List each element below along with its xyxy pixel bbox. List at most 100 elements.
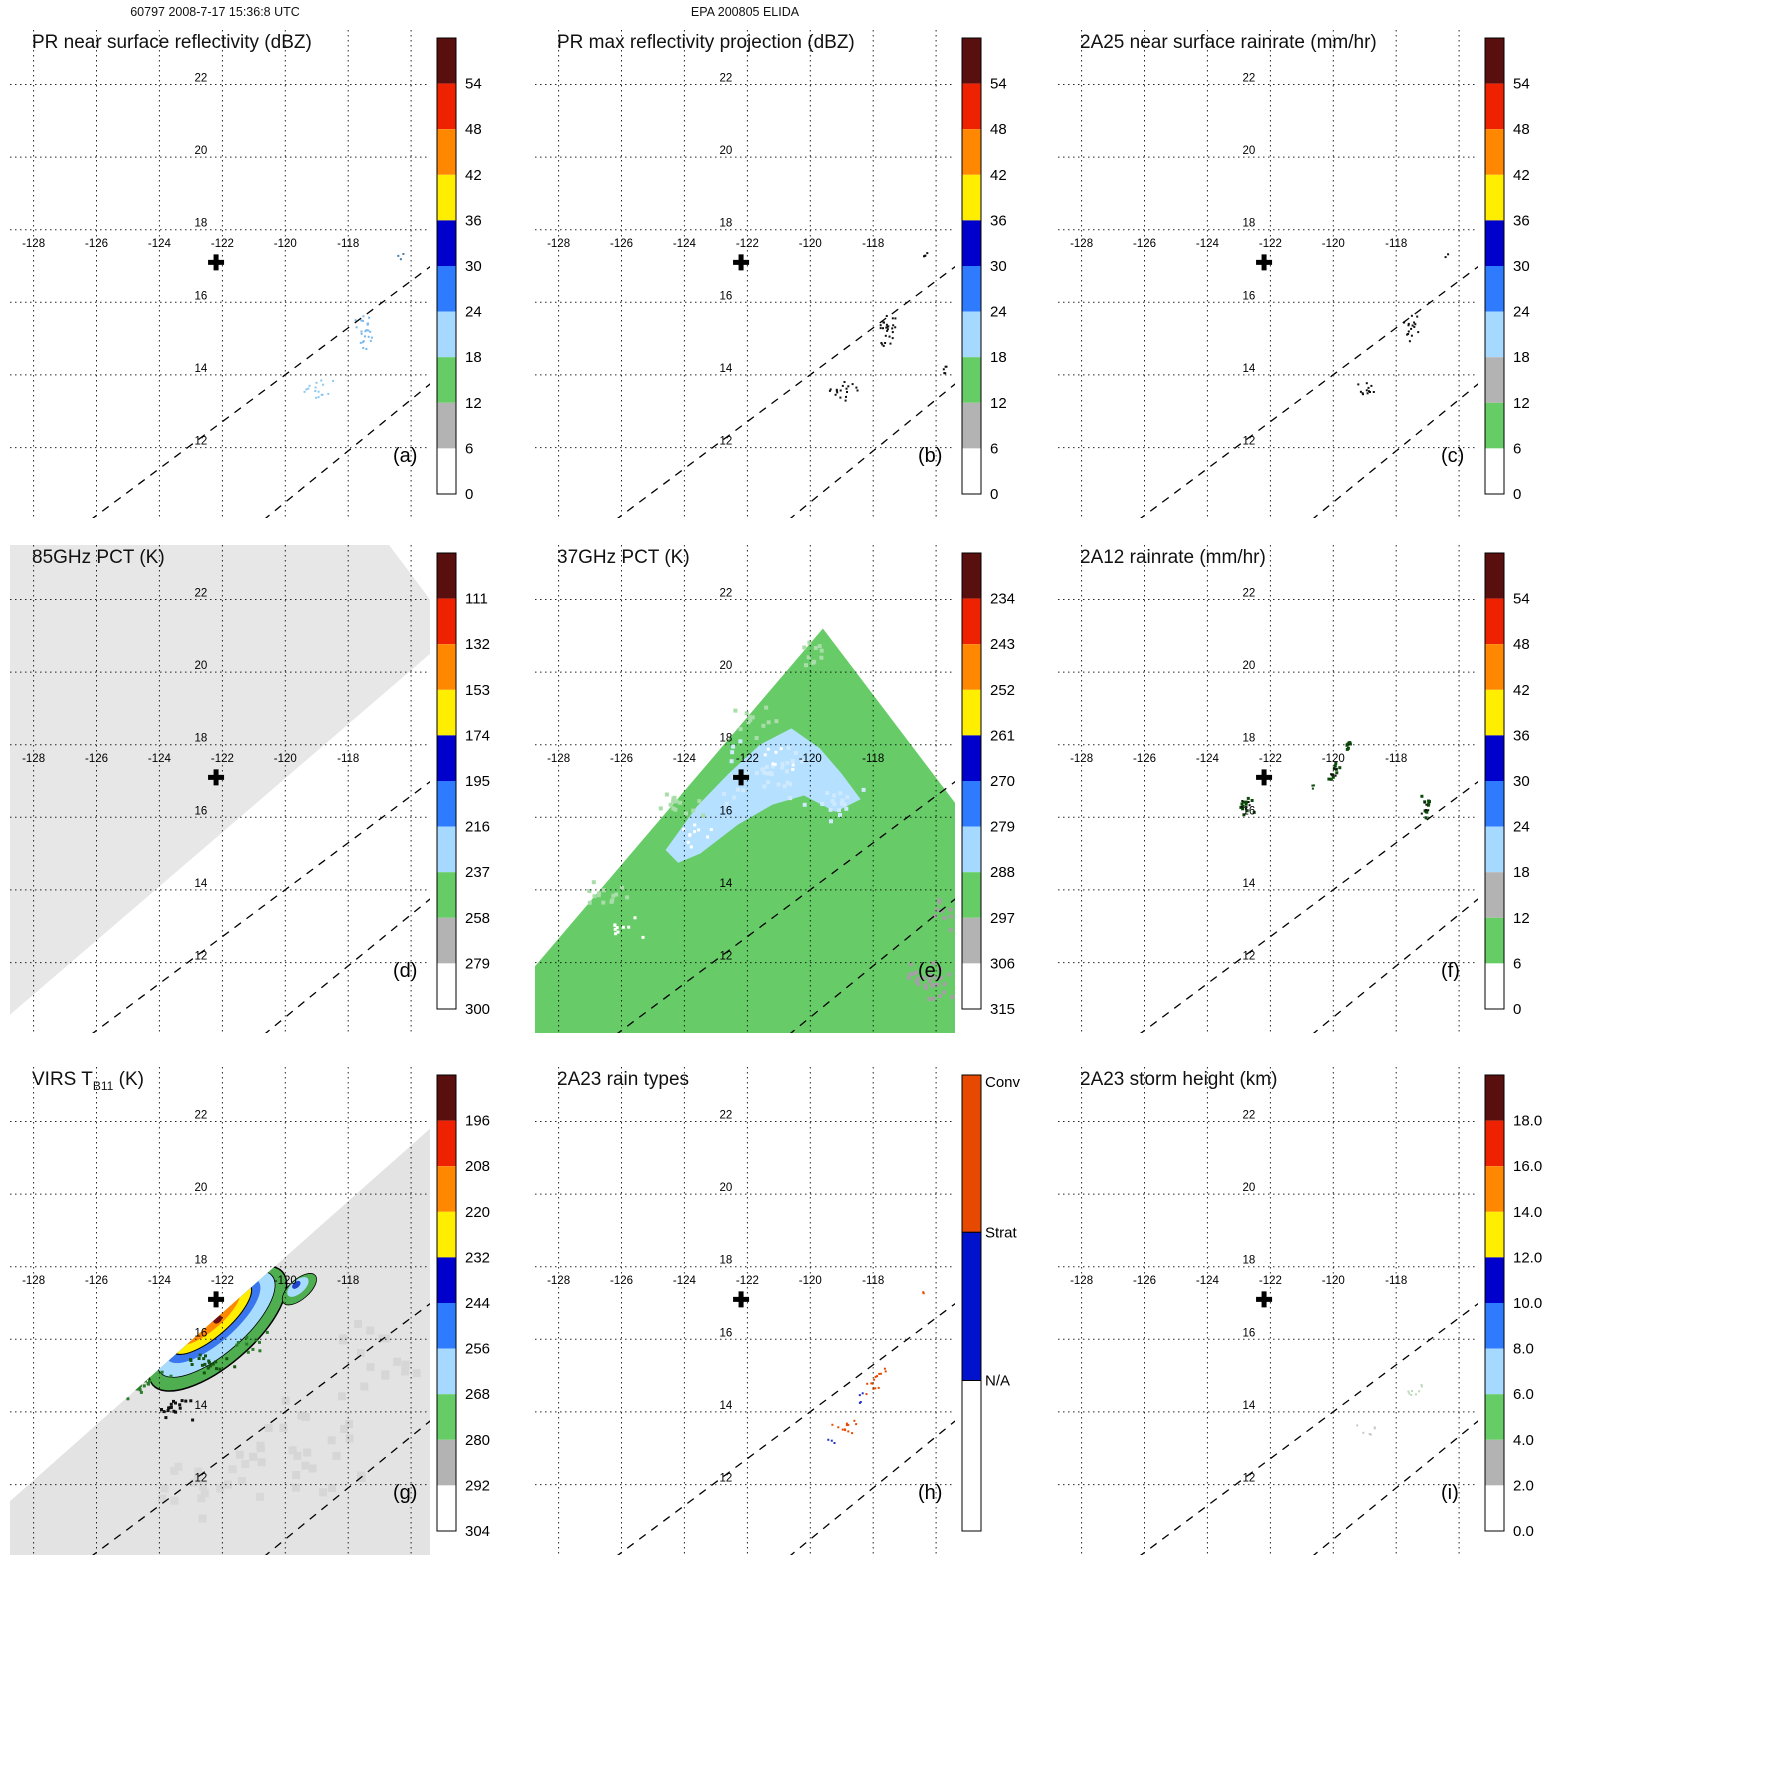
data-speckle	[592, 894, 597, 899]
storm-center-cross	[1256, 769, 1273, 786]
data-speckle	[914, 970, 919, 975]
colorbar-tick-label: 12	[1513, 395, 1530, 412]
data-speckle	[746, 720, 751, 725]
colorbar-segment	[1485, 129, 1504, 175]
panel-letter: (b)	[918, 445, 942, 467]
data-speckle	[308, 384, 311, 387]
data-speckle	[871, 1382, 874, 1385]
data-speckle	[870, 1382, 873, 1385]
colorbar-tick-label: 153	[465, 682, 490, 699]
data-speckle	[855, 1423, 858, 1426]
colorbar-tick-label: 315	[990, 1001, 1015, 1018]
data-speckle	[744, 711, 749, 716]
data-speckle	[732, 795, 737, 800]
data-speckle	[693, 830, 696, 834]
panel-letter: (f)	[1441, 960, 1460, 982]
lon-tick-label: -126	[1133, 753, 1156, 765]
swath-edge-dashed-line	[1140, 265, 1478, 518]
data-speckle	[1411, 1390, 1413, 1393]
data-speckle	[942, 916, 947, 921]
data-speckle	[138, 1382, 142, 1386]
data-speckle	[125, 1367, 129, 1371]
data-speckle	[345, 1434, 354, 1443]
data-speckle	[858, 1394, 861, 1397]
data-speckle	[763, 753, 767, 757]
colorbar-tick-label: 132	[465, 636, 490, 653]
colorbar-segment	[437, 735, 456, 781]
colorbar: 54 48 42 36 30 24 18 12 6 0	[1484, 37, 1530, 503]
data-speckle	[922, 1292, 925, 1295]
data-speckle	[146, 1376, 150, 1380]
colorbar-segment	[437, 1075, 456, 1121]
data-speckle	[785, 780, 790, 785]
data-speckle	[412, 1369, 421, 1378]
data-speckle	[614, 892, 619, 897]
data-speckle	[923, 983, 928, 988]
data-speckle	[249, 1452, 258, 1461]
lat-tick-label: 14	[195, 878, 208, 890]
data-speckle	[1333, 767, 1335, 770]
data-speckle	[691, 808, 696, 813]
lat-tick-label: 20	[720, 660, 733, 672]
map-area: -128 -126 -124 -122 -120 -118 22 20 18 16 14 12	[10, 545, 430, 1033]
colorbar-segment	[1485, 689, 1504, 736]
data-speckle	[203, 1362, 207, 1366]
colorbar-segment	[962, 38, 981, 84]
colorbar-tick-label: 6	[465, 440, 473, 457]
lat-tick-label: 12	[195, 951, 208, 963]
data-speckle	[169, 1374, 173, 1378]
colorbar-tick-label: 42	[1513, 682, 1530, 699]
data-speckle	[845, 387, 848, 390]
map-area: -128 -126 -124 -122 -120 -118 22 20 18 16 14 12	[10, 1067, 430, 1555]
data-speckle	[1420, 794, 1424, 798]
lat-tick-label: 16	[1243, 290, 1256, 302]
data-speckle	[935, 907, 939, 912]
panel-a-title: PR near surface reflectivity (dBZ)	[32, 32, 312, 56]
lat-tick-label: 12	[1243, 436, 1256, 448]
panel-letter: (d)	[393, 960, 417, 982]
lon-tick-label: -124	[148, 753, 172, 765]
colorbar-tick-label: 30	[990, 258, 1007, 275]
data-speckle	[1357, 383, 1360, 386]
data-speckle	[844, 399, 847, 402]
data-speckle	[1425, 803, 1428, 806]
data-speckle	[872, 1387, 875, 1390]
swath-edge-dashed-line	[1312, 898, 1478, 1033]
data-speckle	[879, 1372, 882, 1375]
colorbar-outline	[1484, 552, 1505, 1010]
lat-tick-label: 20	[195, 1182, 208, 1194]
data-speckle	[393, 1357, 402, 1366]
data-speckle	[671, 796, 676, 801]
map-plot-c: -128 -126 -124 -122 -120 -118 22 20 18 16 14 12 (c) 5…	[1058, 30, 1530, 518]
data-speckle	[256, 1441, 265, 1450]
colorbar-segment	[961, 1231, 982, 1381]
data-speckle	[1345, 747, 1349, 751]
colorbar-tick-label: 54	[990, 76, 1007, 93]
panel-a: PR near surface reflectivity (dBZ) -128-…	[10, 30, 525, 550]
colorbar-segment	[1485, 1166, 1504, 1212]
data-speckle	[378, 1334, 387, 1343]
data-speckle	[933, 914, 938, 918]
lat-tick-label: 20	[195, 660, 208, 672]
colorbar-tick-label: 244	[465, 1295, 490, 1312]
storm-center-cross	[208, 1291, 225, 1308]
data-speckle	[174, 1401, 177, 1405]
data-speckle	[709, 828, 713, 831]
lat-tick-label: 22	[720, 588, 733, 600]
colorbar-tick-label: 54	[1513, 591, 1530, 608]
data-speckle	[1407, 324, 1410, 327]
data-speckle	[938, 966, 943, 971]
colorbar-tick-label: 234	[990, 591, 1015, 608]
data-speckle	[197, 1494, 206, 1503]
swath-edge-dashed-line	[617, 1302, 955, 1555]
data-speckle	[625, 895, 630, 900]
colorbar-segment	[962, 689, 981, 736]
data-speckle	[166, 1409, 170, 1413]
data-speckle	[1346, 742, 1350, 746]
lat-tick-label: 20	[720, 1182, 733, 1194]
data-speckle	[1447, 253, 1450, 256]
data-speckle	[1330, 773, 1334, 777]
data-speckle	[1311, 784, 1314, 787]
data-speckle	[397, 254, 400, 257]
data-speckle	[779, 747, 783, 751]
